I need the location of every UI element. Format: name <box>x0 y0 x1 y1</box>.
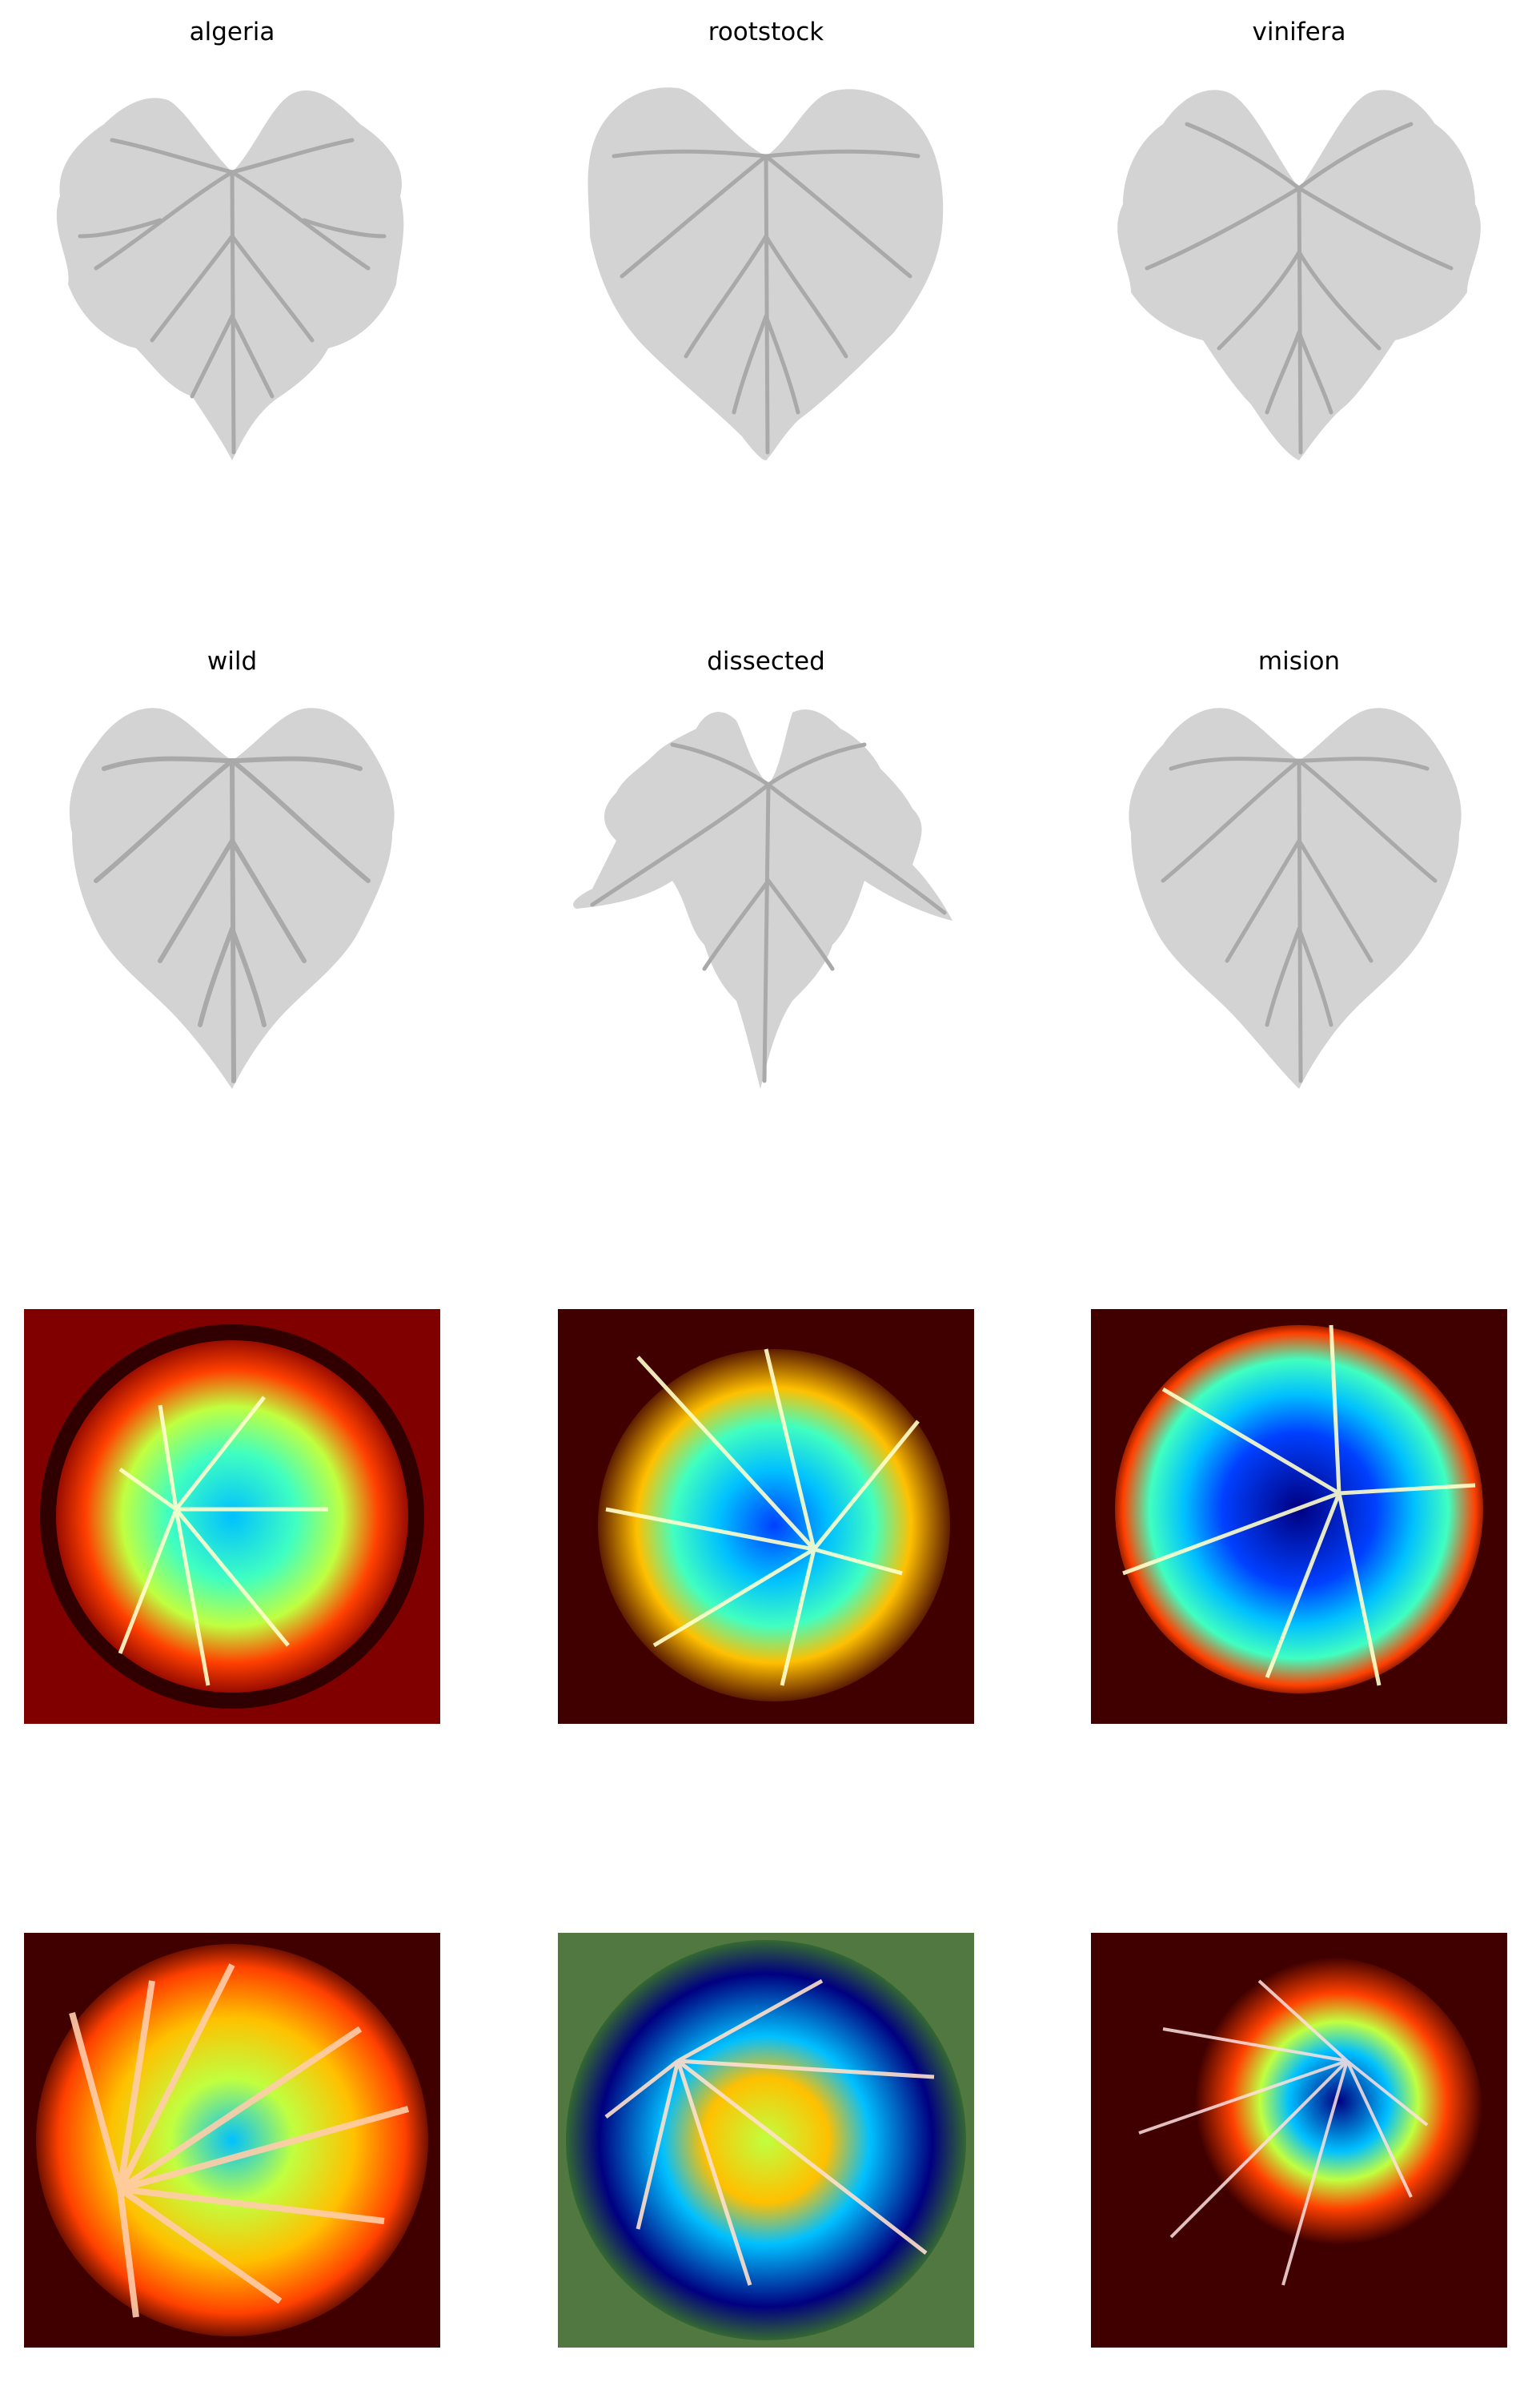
leaf-silhouette-wild <box>64 705 400 1089</box>
heatmap-image-1 <box>24 1309 440 1724</box>
leaf-title-dissected: dissected <box>707 647 825 676</box>
heatmap-image-6 <box>1091 1933 1507 2348</box>
heatmap-image-5 <box>558 1933 974 2348</box>
heatmap-image-2 <box>558 1309 974 1724</box>
leaf-title-algeria: algeria <box>189 18 275 46</box>
leaf-title-mision: mision <box>1257 647 1341 676</box>
leaf-silhouette-rootstock <box>582 76 950 460</box>
heatmap-image-3 <box>1091 1309 1507 1724</box>
leaf-title-rootstock: rootstock <box>708 18 824 46</box>
leaf-silhouette-mision <box>1123 705 1475 1089</box>
leaf-silhouette-dissected <box>568 705 960 1089</box>
leaf-title-wild: wild <box>207 647 258 676</box>
leaf-silhouette-vinifera <box>1107 76 1491 461</box>
heatmap-image-4 <box>24 1933 440 2348</box>
leaf-title-vinifera: vinifera <box>1252 18 1346 46</box>
leaf-silhouette-algeria <box>48 76 416 460</box>
